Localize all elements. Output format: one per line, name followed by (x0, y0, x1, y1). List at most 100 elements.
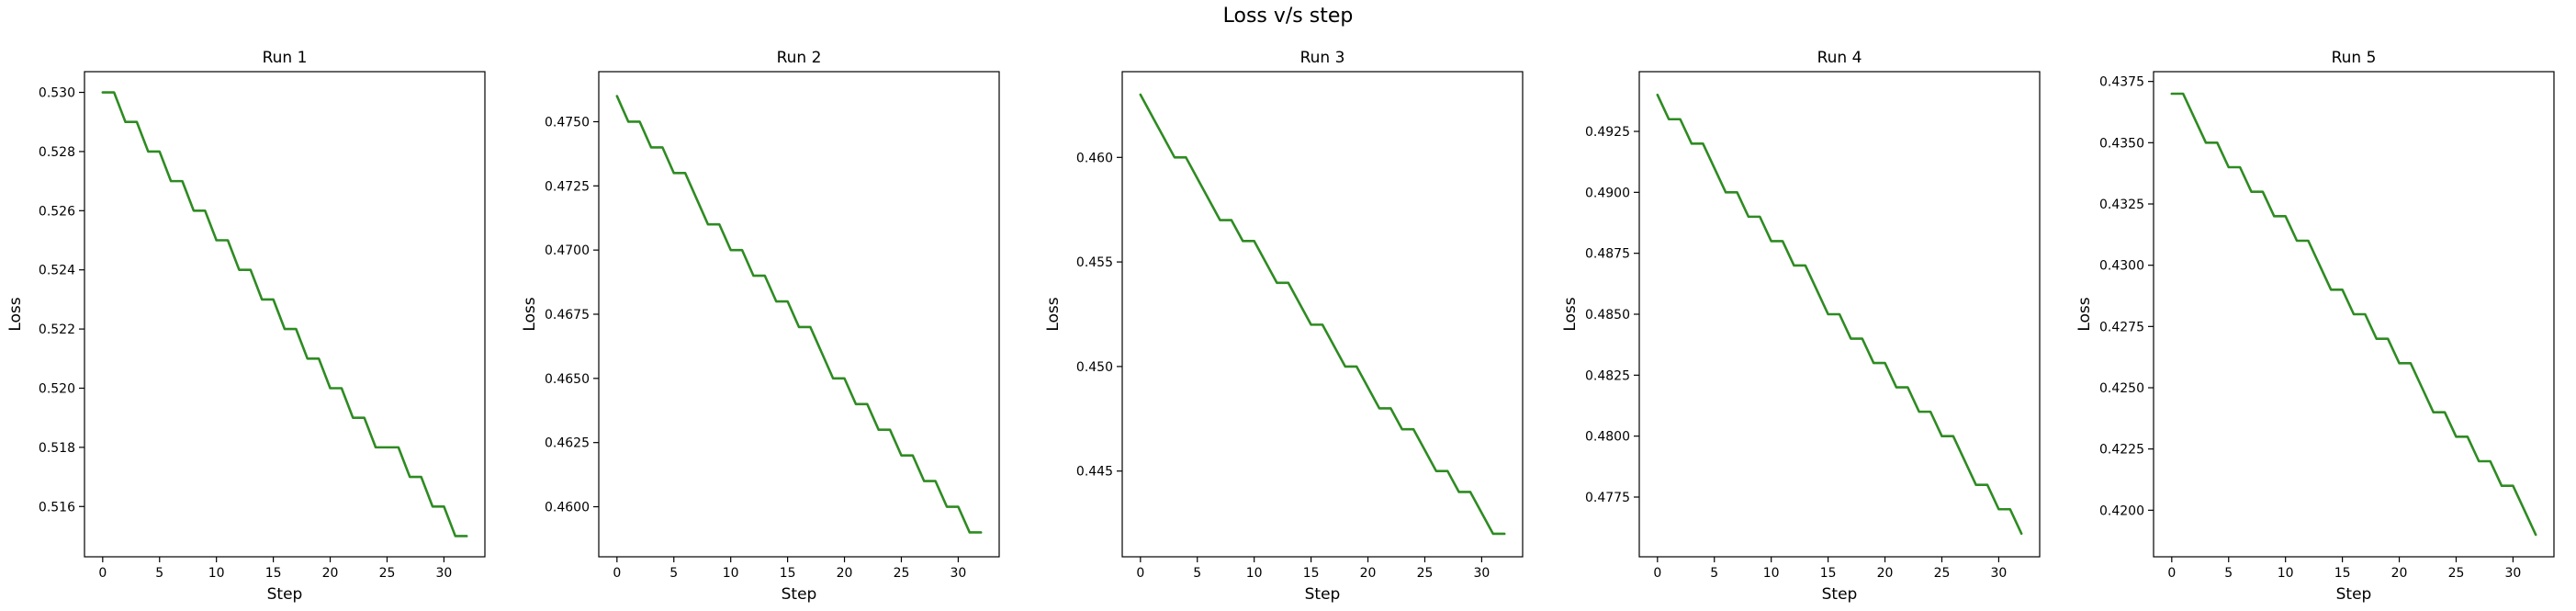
x-tick-label: 0 (98, 566, 107, 581)
x-axis-label: Step (782, 585, 817, 604)
x-tick-label: 15 (1820, 566, 1837, 581)
y-tick-label: 0.4700 (545, 243, 590, 258)
x-tick-label: 0 (1653, 566, 1661, 581)
y-tick-label: 0.4275 (2099, 320, 2144, 334)
x-tick-label: 10 (1246, 566, 1263, 581)
x-tick-label: 30 (950, 566, 966, 581)
y-tick-label: 0.4300 (2099, 259, 2144, 274)
subplot-run-2: Run 2 0 5 10 15 20 25 30 0.4600 0.4625 0.4650 0.467… (521, 49, 1000, 604)
x-tick-label: 25 (1417, 566, 1434, 581)
y-tick-label: 0.4250 (2099, 381, 2144, 396)
x-axis-label: Step (1305, 585, 1341, 604)
axes-frame (2153, 71, 2555, 558)
y-tick-label: 0.524 (39, 264, 75, 278)
x-tick-label: 5 (1193, 566, 1201, 581)
axes-frame (598, 71, 1000, 558)
subplot-title: Run 2 (777, 49, 822, 67)
y-tick-label: 0.4600 (545, 501, 590, 515)
x-tick-label: 15 (265, 566, 282, 581)
y-tick-label: 0.4200 (2099, 504, 2144, 518)
x-tick-label: 20 (322, 566, 339, 581)
y-tick-label: 0.4350 (2099, 136, 2144, 151)
subplot-run-1: Run 1 0 5 10 15 20 25 30 0.516 0.518 0.520 0.522 0.5… (6, 49, 486, 604)
subplot-title: Run 1 (263, 49, 308, 67)
series-line (2170, 92, 2537, 537)
x-tick-label: 15 (1303, 566, 1320, 581)
y-tick-label: 0.4650 (545, 372, 590, 387)
y-tick-label: 0.4875 (1585, 247, 1630, 262)
series-line (1139, 93, 1506, 536)
y-tick-label: 0.4675 (545, 308, 590, 322)
y-tick-label: 0.445 (1076, 465, 1113, 480)
x-tick-label: 5 (155, 566, 163, 581)
y-tick-label: 0.455 (1076, 255, 1113, 270)
y-tick-label: 0.4325 (2099, 198, 2144, 212)
subplot-run-4: Run 4 0 5 10 15 20 25 30 0.4775 0.4800 0.4825 0.485… (1561, 49, 2041, 604)
x-tick-label: 0 (1136, 566, 1144, 581)
x-tick-label: 10 (208, 566, 225, 581)
y-tick-label: 0.460 (1076, 151, 1113, 165)
y-tick-label: 0.4225 (2099, 443, 2144, 458)
axes-frame (1121, 71, 1524, 558)
x-tick-label: 20 (2391, 566, 2408, 581)
y-tick-label: 0.522 (39, 322, 75, 337)
y-tick-label: 0.4625 (545, 436, 590, 451)
y-tick-label: 0.4375 (2099, 75, 2144, 90)
x-tick-label: 5 (2224, 566, 2233, 581)
x-tick-label: 10 (1763, 566, 1780, 581)
y-tick-label: 0.450 (1076, 360, 1113, 375)
y-tick-label: 0.516 (39, 500, 75, 515)
series-line (615, 95, 983, 534)
x-tick-label: 20 (1360, 566, 1377, 581)
y-tick-label: 0.528 (39, 145, 75, 160)
y-tick-label: 0.4750 (545, 115, 590, 130)
y-axis-label: Loss (1561, 297, 1580, 331)
x-tick-label: 15 (2334, 566, 2351, 581)
x-tick-label: 20 (1877, 566, 1894, 581)
x-tick-label: 5 (1710, 566, 1718, 581)
y-tick-label: 0.4725 (545, 179, 590, 194)
figure-title: Loss v/s step (1222, 5, 1354, 28)
x-tick-label: 15 (780, 566, 796, 581)
series-line (1656, 93, 2023, 536)
subplot-title: Run 4 (1817, 49, 1862, 67)
y-tick-label: 0.520 (39, 381, 75, 396)
x-tick-label: 25 (1934, 566, 1951, 581)
x-tick-label: 10 (723, 566, 739, 581)
x-tick-label: 30 (2504, 566, 2521, 581)
y-tick-label: 0.526 (39, 204, 75, 219)
subplot-run-5: Run 5 0 5 10 15 20 25 30 0.4200 0.4225 0.4250 0.427… (2075, 49, 2555, 604)
y-tick-label: 0.518 (39, 441, 75, 456)
x-tick-label: 25 (2448, 566, 2465, 581)
x-tick-label: 30 (435, 566, 452, 581)
y-tick-label: 0.4850 (1585, 308, 1630, 322)
x-tick-label: 30 (1473, 566, 1490, 581)
y-tick-label: 0.4800 (1585, 430, 1630, 445)
x-tick-label: 25 (379, 566, 396, 581)
x-axis-label: Step (2336, 585, 2372, 604)
x-tick-label: 0 (613, 566, 621, 581)
y-tick-label: 0.4900 (1585, 186, 1630, 200)
y-axis-label: Loss (6, 297, 25, 331)
x-tick-label: 0 (2167, 566, 2176, 581)
y-tick-label: 0.4825 (1585, 368, 1630, 383)
subplot-title: Run 5 (2332, 49, 2377, 67)
series-line (101, 91, 468, 537)
x-axis-label: Step (1822, 585, 1858, 604)
x-axis-label: Step (267, 585, 303, 604)
y-tick-label: 0.4775 (1585, 491, 1630, 505)
y-axis-label: Loss (521, 297, 539, 331)
axes-frame (84, 71, 486, 558)
subplot-run-3: Run 3 0 5 10 15 20 25 30 0.445 0.450 0.455 0.460 Ste… (1044, 49, 1524, 604)
x-tick-label: 10 (2278, 566, 2294, 581)
x-tick-label: 30 (1990, 566, 2007, 581)
y-axis-label: Loss (2075, 297, 2094, 331)
y-tick-label: 0.530 (39, 86, 75, 101)
x-tick-label: 25 (894, 566, 910, 581)
y-tick-label: 0.4925 (1585, 125, 1630, 140)
x-tick-label: 20 (837, 566, 853, 581)
subplot-title: Run 3 (1300, 49, 1345, 67)
x-tick-label: 5 (669, 566, 678, 581)
